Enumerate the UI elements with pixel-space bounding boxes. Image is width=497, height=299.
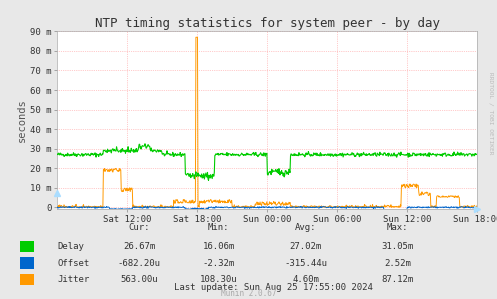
Text: 563.00u: 563.00u (120, 275, 158, 284)
Text: 26.67m: 26.67m (123, 242, 155, 251)
Text: Last update: Sun Aug 25 17:55:00 2024: Last update: Sun Aug 25 17:55:00 2024 (174, 283, 373, 292)
Y-axis label: seconds: seconds (17, 98, 27, 142)
Text: 16.06m: 16.06m (203, 242, 235, 251)
Text: 27.02m: 27.02m (290, 242, 322, 251)
Text: RRDTOOL / TOBI OETIKER: RRDTOOL / TOBI OETIKER (489, 72, 494, 155)
Text: Delay: Delay (57, 242, 84, 251)
Text: Max:: Max: (387, 223, 409, 232)
Text: -682.20u: -682.20u (118, 259, 161, 268)
Text: 87.12m: 87.12m (382, 275, 414, 284)
Text: Munin 2.0.67: Munin 2.0.67 (221, 289, 276, 298)
Title: NTP timing statistics for system peer - by day: NTP timing statistics for system peer - … (94, 17, 440, 30)
Text: 2.52m: 2.52m (384, 259, 411, 268)
Text: 31.05m: 31.05m (382, 242, 414, 251)
Text: Min:: Min: (208, 223, 230, 232)
Text: 4.60m: 4.60m (292, 275, 319, 284)
Text: Offset: Offset (57, 259, 89, 268)
Text: Cur:: Cur: (128, 223, 150, 232)
Text: 108.30u: 108.30u (200, 275, 238, 284)
Text: -2.32m: -2.32m (203, 259, 235, 268)
Text: Avg:: Avg: (295, 223, 317, 232)
Text: -315.44u: -315.44u (284, 259, 327, 268)
Text: Jitter: Jitter (57, 275, 89, 284)
